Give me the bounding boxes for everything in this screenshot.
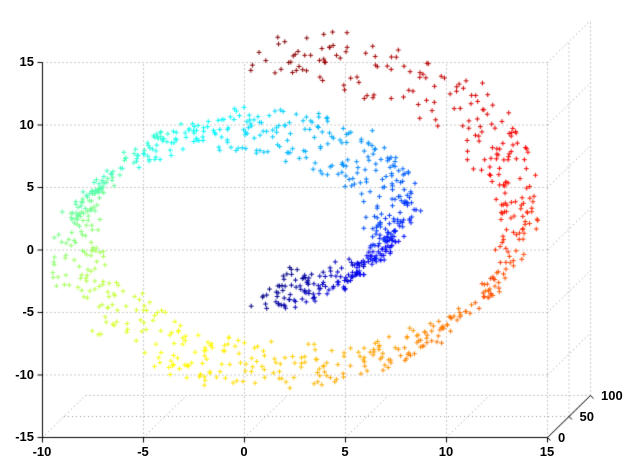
z-axis-tick-label: 5: [26, 179, 34, 194]
x-axis-tick-label: -5: [137, 444, 149, 459]
x-axis-tick-label: 0: [240, 444, 248, 459]
x-axis-tick-label: 5: [341, 444, 349, 459]
z-axis-tick-label: 10: [19, 116, 34, 132]
x-axis-tick-label: -10: [32, 444, 52, 459]
depth-axis-tick-label: 50: [579, 409, 594, 424]
z-axis-tick-label: -10: [15, 366, 34, 382]
z-axis-tick-label: -5: [22, 304, 34, 319]
z-axis-tick-label: -15: [15, 429, 34, 444]
depth-axis-tick-label: 0: [558, 430, 566, 445]
depth-axis-tick-label: 100: [601, 388, 623, 403]
x-axis-tick-label: 15: [539, 444, 555, 459]
z-axis-tick-label: 0: [26, 241, 34, 257]
z-axis-tick-label: 15: [19, 54, 34, 69]
x-axis-tick-label: 10: [438, 444, 454, 459]
